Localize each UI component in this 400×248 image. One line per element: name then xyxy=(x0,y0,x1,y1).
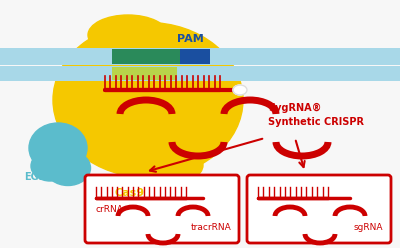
Ellipse shape xyxy=(233,85,247,95)
Ellipse shape xyxy=(88,15,168,55)
Ellipse shape xyxy=(133,145,203,185)
Text: Cas9: Cas9 xyxy=(115,188,145,198)
Text: crRNA: crRNA xyxy=(96,205,124,214)
Text: EGFP: EGFP xyxy=(24,172,52,182)
Ellipse shape xyxy=(31,151,69,181)
Ellipse shape xyxy=(180,90,236,150)
Text: tracrRNA: tracrRNA xyxy=(190,223,231,233)
FancyBboxPatch shape xyxy=(180,49,210,64)
Ellipse shape xyxy=(53,23,243,178)
Ellipse shape xyxy=(29,123,87,173)
FancyBboxPatch shape xyxy=(112,49,180,64)
Text: SygRNA®
Synthetic CRISPR: SygRNA® Synthetic CRISPR xyxy=(268,103,364,127)
Text: sgRNA: sgRNA xyxy=(354,223,383,233)
FancyBboxPatch shape xyxy=(247,175,391,243)
FancyBboxPatch shape xyxy=(85,175,239,243)
Ellipse shape xyxy=(46,151,90,186)
FancyBboxPatch shape xyxy=(112,67,177,80)
Ellipse shape xyxy=(108,125,168,165)
FancyBboxPatch shape xyxy=(0,66,400,81)
FancyBboxPatch shape xyxy=(0,48,400,65)
Ellipse shape xyxy=(63,77,123,143)
Text: PAM: PAM xyxy=(177,34,203,44)
